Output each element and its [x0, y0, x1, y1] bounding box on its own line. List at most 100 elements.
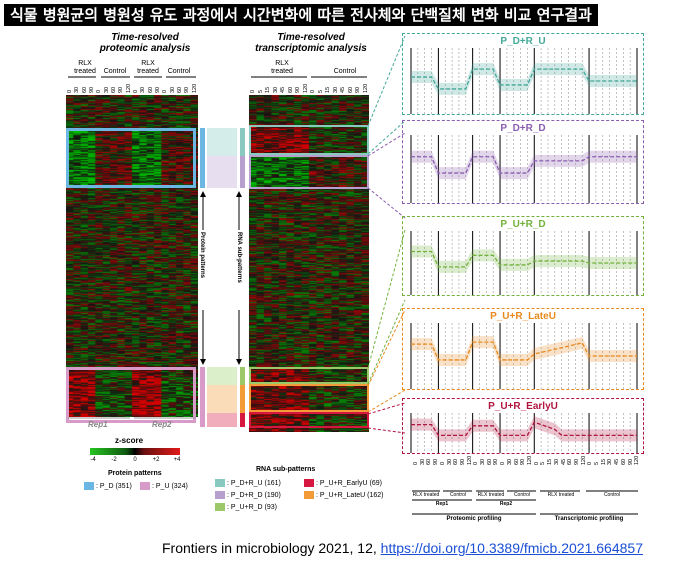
tick-label: 30	[607, 458, 614, 465]
rna-side-bar-purd	[240, 367, 245, 385]
rna-side-bar-pdrd	[240, 156, 245, 188]
tick-label: 90	[459, 458, 466, 465]
axis-rep-1: Rep1	[435, 501, 449, 507]
tick-label: 0	[533, 461, 540, 465]
tick-label: 90	[155, 86, 161, 93]
rna-box-pdrd	[249, 155, 369, 189]
zscore-tick: -2	[111, 457, 117, 463]
tick-label: 120	[191, 83, 198, 93]
rep-brackets	[68, 417, 196, 419]
rna-subpatterns-label: RNA sub-patterns	[236, 232, 242, 283]
protein-bar-pu	[200, 367, 205, 427]
profile-panel-title: P_D+R_D	[500, 123, 546, 134]
tick-label: 60	[426, 458, 433, 465]
pattern-arrows	[200, 191, 242, 365]
rna-bar-pdrd	[207, 156, 237, 188]
rna-legend-swatch	[215, 479, 225, 487]
tick-label: 90	[118, 86, 125, 93]
profile-mean-line	[411, 250, 637, 268]
rna-side-bar-purlateu	[240, 385, 245, 413]
tick-label: 15	[600, 458, 607, 465]
tick-label: 30	[446, 458, 453, 465]
profile-plot	[410, 135, 638, 203]
rna-box-purd	[249, 367, 369, 384]
axis-group-control-1: Control	[449, 492, 467, 498]
tick-label: 60	[111, 86, 117, 93]
profile-panel-title: P_D+R_U	[500, 36, 546, 47]
tick-label: 60	[486, 458, 493, 465]
doi-link[interactable]: https://doi.org/10.3389/fmicb.2021.66485…	[380, 540, 643, 556]
proteomic-heatmap	[66, 95, 198, 417]
zscore-gradient	[90, 448, 180, 455]
left-heatmap-ticks: 0 30 60 90 0 30 60 90 120 0 30 60 90 0 30 60 90 120	[66, 80, 198, 94]
tick-label: 60	[347, 86, 354, 93]
rna-legend-item: : P_U+R_LateU (162)	[304, 491, 384, 499]
tick-label: 0	[162, 89, 169, 93]
rna-legend-title: RNA sub-patterns	[256, 466, 316, 473]
rna-legend-item: : P_D+R_U (161)	[215, 479, 281, 487]
tick-label: 0	[250, 89, 256, 93]
proteomic-title-text: Time-resolved proteomic analysis	[99, 32, 191, 54]
zscore-tick: +4	[173, 457, 181, 463]
tick-label: 60	[287, 86, 294, 93]
figure-title: 식물 병원균의 병원성 유도 과정에서 시간변화에 따른 전사체와 단백질체 변…	[4, 4, 598, 26]
rna-legend-label: : P_D+R_U (161)	[227, 479, 281, 487]
zscore-ticks: -4 -2 0 +2 +4	[86, 457, 184, 465]
tick-label: 90	[295, 86, 301, 93]
group-label-rlx-rna: RLX treated	[271, 60, 293, 75]
tick-label: 30	[332, 86, 339, 93]
tick-label: 120	[125, 83, 132, 93]
protein-patterns-label: Protein patterns	[199, 232, 205, 279]
tick-label: 30	[140, 86, 147, 93]
rep-label-2: Rep2	[152, 420, 172, 429]
profile-panel-title: P_U+R_EarlyU	[488, 401, 558, 412]
zscore-tick: +2	[152, 457, 160, 463]
tick-label: 30	[480, 458, 487, 465]
rna-legend-swatch	[215, 491, 225, 499]
tick-label: 90	[520, 458, 527, 465]
proteomic-title: Time-resolved proteomic analysis	[80, 32, 210, 54]
tick-label: 90	[184, 86, 191, 93]
rna-legend-item: : P_U+R_EarlyU (69)	[304, 479, 382, 487]
tick-label: 60	[453, 458, 460, 465]
tick-label: 120	[580, 455, 587, 465]
pu-legend-label: : P_U (324)	[152, 482, 188, 490]
tick-label: 0	[96, 89, 103, 93]
tick-label: 120	[634, 455, 641, 465]
profile-panel-title: P_U+R_D	[500, 219, 546, 230]
profile-panel: P_U+R_D	[402, 216, 644, 296]
rna-side-bar-pdru	[240, 128, 245, 156]
axis-group-rlx-3: RLX treated	[547, 492, 575, 498]
profile-band	[411, 336, 637, 366]
rna-bar-purlateu	[207, 385, 237, 413]
group-label-rlx-1: RLX treated	[74, 60, 96, 75]
tick-label: 90	[433, 458, 440, 465]
rna-box-pdru	[249, 125, 369, 155]
tick-label: 30	[506, 458, 513, 465]
left-group-brackets	[68, 76, 196, 78]
tick-label: 60	[81, 86, 88, 93]
profile-panel: P_U+R_EarlyU	[402, 398, 644, 454]
tick-label: 120	[527, 455, 533, 465]
tick-label: 30	[169, 86, 176, 93]
protein-legend-pu: : P_U (324)	[140, 482, 188, 490]
pu-swatch	[140, 482, 150, 490]
pd-legend-label: : P_D (351)	[96, 482, 132, 490]
tick-label: 60	[147, 86, 154, 93]
tick-label: 90	[89, 86, 95, 93]
zscore-tick: 0	[133, 457, 137, 463]
profile-mean-line	[411, 156, 637, 174]
rna-legend-item: : P_D+R_D (190)	[215, 491, 281, 499]
rna-side-bar-pureearlyu	[240, 413, 245, 427]
profile-band	[411, 150, 637, 180]
axis-group-control-3: Control	[603, 492, 621, 498]
rna-legend-item: : P_U+R_D (93)	[215, 503, 277, 511]
axis-group-control-2: Control	[513, 492, 531, 498]
axis-section-transcriptomic: Transcriptomic profiling	[554, 516, 624, 522]
profile-plot	[410, 231, 638, 295]
citation: Frontiers in microbiology 2021, 12, http…	[162, 540, 643, 556]
pu-highlight-box	[66, 367, 196, 423]
profile-mean-line	[411, 421, 637, 437]
rep-label-1: Rep1	[88, 420, 108, 429]
rna-legend-label: : P_U+R_LateU (162)	[316, 491, 384, 499]
